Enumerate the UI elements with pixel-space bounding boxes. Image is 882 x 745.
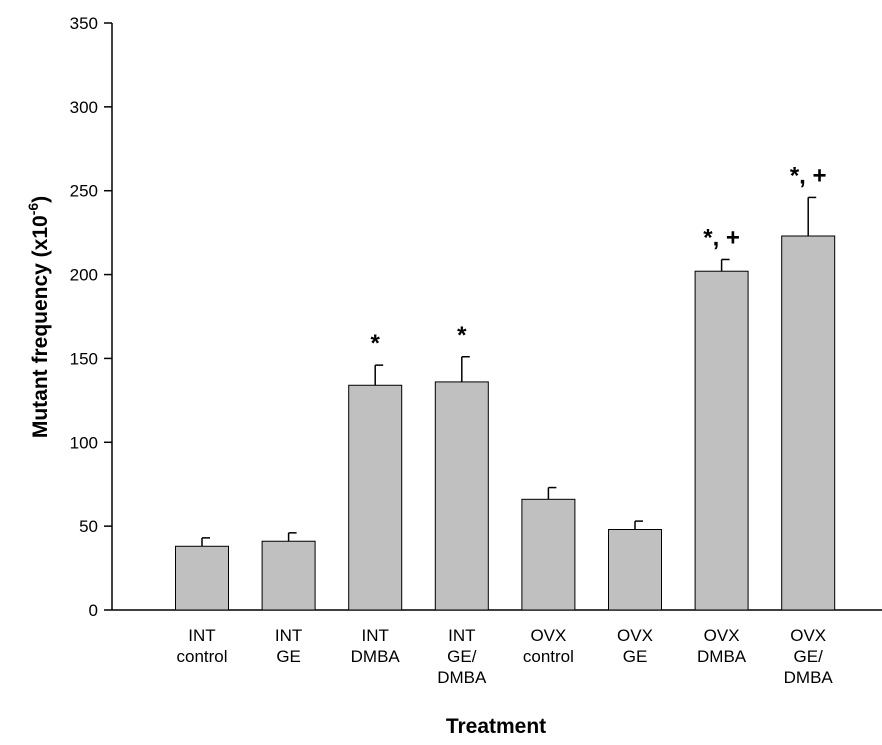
significance-marker: *, + [703, 224, 740, 251]
category-label: INT GE [275, 626, 302, 666]
category-label-line: OVX [790, 626, 826, 645]
y-tick-label: 250 [70, 182, 98, 201]
category-label-line: INT [275, 626, 302, 645]
category-label-line: DMBA [437, 668, 487, 687]
category-label: INT GE/DMBA [437, 626, 487, 687]
x-axis-title: Treatment [446, 715, 546, 738]
category-label-line: GE/ [447, 647, 477, 666]
bar [434, 381, 489, 611]
category-label-line: GE/ [794, 647, 824, 666]
bar [175, 545, 229, 611]
category-label: OVX GE/DMBA [784, 626, 834, 687]
bar [781, 235, 836, 611]
bar [608, 528, 662, 611]
category-label-line: INT [188, 626, 215, 645]
category-label-line: control [523, 647, 574, 666]
significance-annotations: * * *, + *, + [371, 162, 827, 357]
category-label-line: DMBA [697, 647, 747, 666]
y-tick-labels: 0 50 100 150 200 250 300 350 [70, 14, 98, 620]
y-tick-label: 100 [70, 433, 98, 452]
error-bars [201, 196, 817, 547]
bar [261, 540, 316, 611]
y-axis-title-main: Mutant frequency (x10 [29, 215, 52, 438]
y-tick-label: 200 [70, 266, 98, 285]
category-label: INT DMBA [351, 626, 401, 666]
category-label-line: OVX [530, 626, 566, 645]
category-label-line: GE [623, 647, 648, 666]
y-tick-label: 350 [70, 14, 98, 33]
y-tick-label: 300 [70, 98, 98, 117]
category-label-line: DMBA [351, 647, 401, 666]
category-label: INT control [176, 626, 227, 666]
axes [104, 22, 882, 611]
significance-marker: * [371, 330, 381, 357]
y-axis-title-exponent: -6 [25, 203, 41, 216]
y-tick-label: 50 [79, 517, 98, 536]
significance-marker: * [457, 322, 467, 349]
category-label: OVX DMBA [697, 626, 747, 666]
x-category-labels: INT control INT GE INT DMBA INT GE/DMBA OVX contr… [176, 626, 833, 687]
significance-marker: *, + [790, 162, 827, 189]
bars [175, 235, 836, 611]
y-tick-label: 150 [70, 349, 98, 368]
y-axis-title-suffix: ) [29, 196, 52, 203]
category-label-line: GE [276, 647, 301, 666]
bar [348, 384, 403, 611]
bar [694, 270, 749, 611]
bar [521, 498, 576, 611]
category-label-line: control [176, 647, 227, 666]
category-label-line: DMBA [784, 668, 834, 687]
category-label: OVX GE [617, 626, 653, 666]
category-label-line: OVX [704, 626, 740, 645]
category-label-line: INT [362, 626, 389, 645]
category-label-line: OVX [617, 626, 653, 645]
category-label: OVX control [523, 626, 574, 666]
y-axis-title: Mutant frequency (x10-6) [25, 196, 52, 438]
category-label-line: INT [448, 626, 475, 645]
y-tick-label: 0 [89, 601, 98, 620]
